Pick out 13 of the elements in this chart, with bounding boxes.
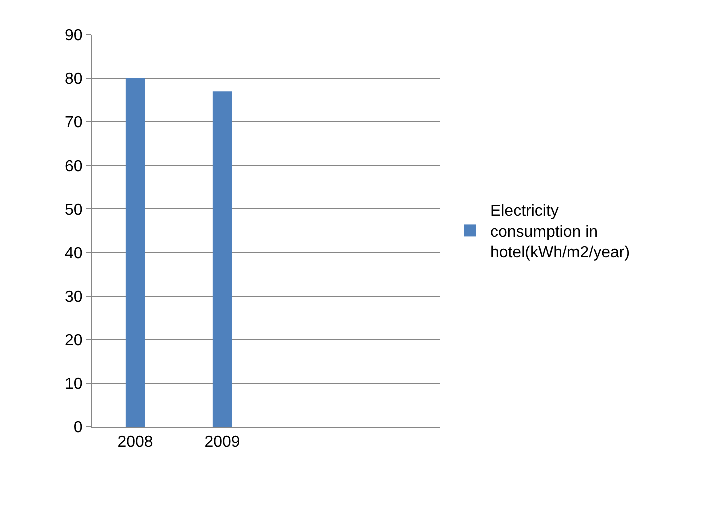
y-tick-label: 80	[65, 71, 83, 88]
y-tick-label: 10	[65, 376, 83, 394]
legend-label: Electricity consumption in hotel(kWh/m2/year)	[490, 203, 630, 262]
y-tick-label: 30	[65, 288, 83, 306]
y-tick-label: 20	[65, 332, 83, 350]
y-tick-label: 0	[74, 420, 83, 437]
y-tick-label: 50	[65, 202, 83, 219]
y-tick-label: 70	[65, 114, 83, 132]
y-tick-label: 40	[65, 245, 83, 262]
y-tick-label: 60	[65, 158, 83, 176]
x-tick-label: 2009	[204, 434, 240, 452]
y-tick-label: 90	[65, 28, 83, 45]
x-tick-label: 2008	[118, 434, 154, 452]
